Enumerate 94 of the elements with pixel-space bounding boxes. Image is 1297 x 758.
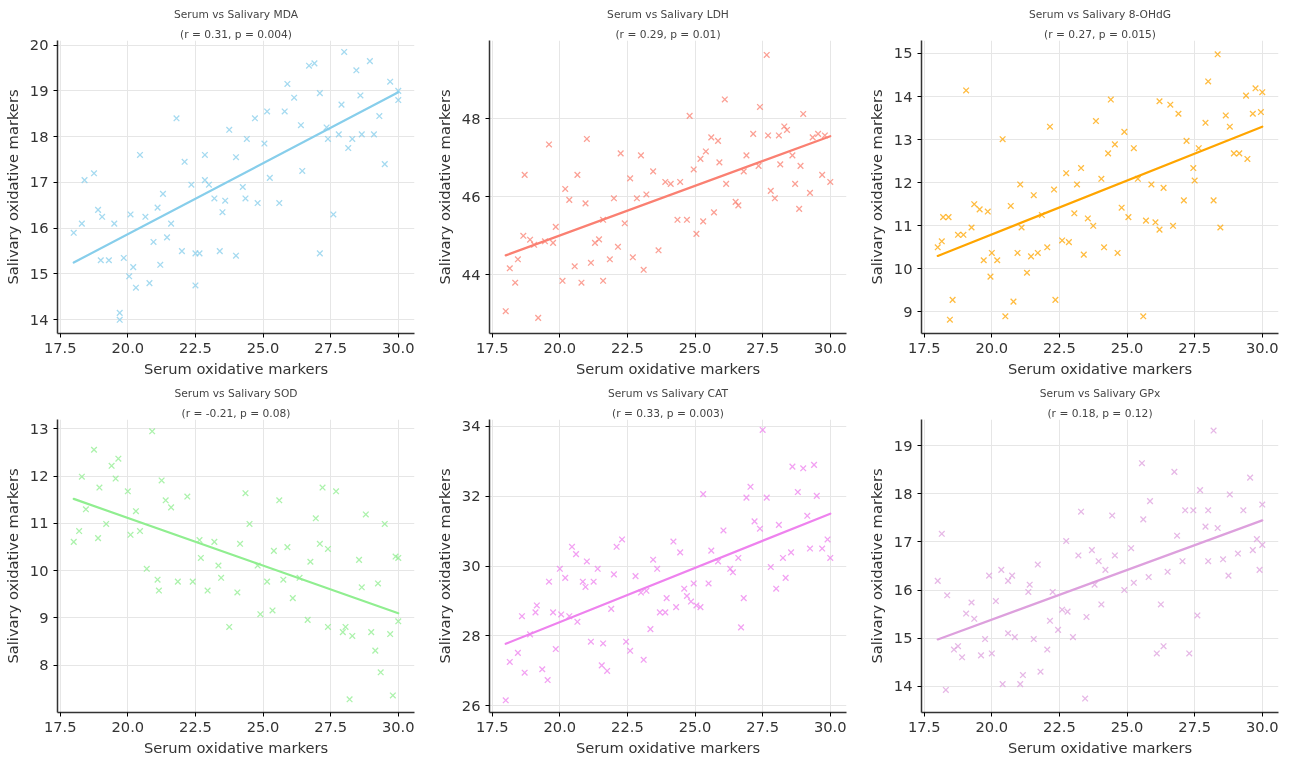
y-axis-title: Salivary oxidative markers	[867, 468, 885, 664]
x-tick-label: 17.5	[475, 338, 509, 356]
x-axis-title: Serum oxidative markers	[1007, 359, 1193, 377]
x-tick-label: 25.0	[678, 717, 712, 735]
x-tick-label: 30.0	[381, 338, 415, 356]
x-axis-title: Serum oxidative markers	[575, 738, 761, 756]
x-tick-label: 30.0	[381, 717, 415, 735]
y-tick-label: 17	[29, 173, 49, 191]
x-axis-title: Serum oxidative markers	[143, 359, 329, 377]
x-tick-label: 17.5	[43, 717, 77, 735]
x-tick-label: 22.5	[179, 717, 212, 735]
chart-title: Serum vs Salivary SOD	[174, 386, 298, 400]
y-tick-label: 44	[461, 265, 481, 283]
y-tick-label: 10	[893, 259, 913, 277]
y-tick-label: 30	[461, 557, 481, 574]
y-tick-label: 17	[893, 532, 913, 550]
y-tick-label: 34	[461, 417, 481, 435]
y-tick-label: 13	[29, 419, 49, 437]
chart-subtitle: (r = 0.27, p = 0.015)	[1044, 27, 1156, 41]
y-tick-label: 13	[893, 130, 913, 148]
x-axis-title: Serum oxidative markers	[575, 359, 761, 377]
x-tick-label: 25.0	[246, 338, 280, 356]
chart-title: Serum vs Salivary GPx	[1039, 386, 1161, 400]
y-tick-label: 16	[893, 581, 913, 599]
y-tick-label: 20	[29, 36, 49, 54]
chart-subtitle: (r = 0.29, p = 0.01)	[615, 27, 721, 41]
x-tick-label: 30.0	[813, 338, 847, 356]
x-tick-label: 22.5	[611, 717, 644, 735]
y-tick-label: 26	[461, 696, 481, 714]
chart-subtitle: (r = 0.33, p = 0.003)	[612, 406, 724, 420]
y-tick-label: 12	[893, 173, 913, 191]
chart-subtitle: (r = -0.21, p = 0.08)	[181, 406, 291, 420]
x-tick-label: 25.0	[1110, 717, 1144, 735]
x-tick-label: 17.5	[43, 338, 77, 356]
x-axis-title: Serum oxidative markers	[143, 738, 329, 756]
y-tick-label: 16	[29, 219, 49, 237]
y-axis-title: Salivary oxidative markers	[435, 468, 453, 664]
y-tick-label: 9	[39, 608, 49, 626]
x-tick-label: 20.0	[111, 338, 145, 356]
y-tick-label: 18	[29, 127, 49, 145]
y-axis-title: Salivary oxidative markers	[3, 468, 21, 664]
x-tick-label: 20.0	[975, 717, 1009, 735]
y-tick-label: 28	[461, 626, 481, 644]
y-tick-label: 19	[893, 436, 913, 454]
x-tick-label: 17.5	[475, 717, 509, 735]
y-axis-title: Salivary oxidative markers	[867, 89, 885, 285]
y-tick-label: 14	[893, 87, 913, 105]
x-tick-label: 30.0	[813, 717, 847, 735]
x-tick-label: 20.0	[111, 717, 145, 735]
x-tick-label: 25.0	[246, 717, 280, 735]
x-tick-label: 27.5	[1178, 717, 1211, 735]
y-tick-label: 10	[29, 561, 49, 579]
y-tick-label: 9	[903, 302, 913, 320]
y-tick-label: 18	[893, 484, 913, 502]
chart-title: Serum vs Salivary CAT	[608, 386, 729, 400]
x-tick-label: 22.5	[1043, 717, 1076, 735]
x-tick-label: 22.5	[179, 338, 212, 356]
y-tick-label: 19	[29, 81, 49, 99]
y-axis-title: Salivary oxidative markers	[3, 89, 21, 285]
x-tick-label: 22.5	[611, 338, 644, 356]
x-tick-label: 27.5	[314, 338, 347, 356]
y-tick-label: 12	[29, 467, 49, 485]
chart-title: Serum vs Salivary LDH	[607, 7, 729, 21]
x-tick-label: 25.0	[678, 338, 712, 356]
y-tick-label: 15	[893, 44, 913, 62]
y-tick-label: 32	[461, 487, 481, 505]
x-tick-label: 27.5	[746, 717, 779, 735]
x-tick-label: 25.0	[1110, 338, 1144, 356]
x-tick-label: 17.5	[907, 717, 941, 735]
y-axis-title: Salivary oxidative markers	[435, 89, 453, 285]
y-tick-label: 11	[893, 216, 913, 234]
x-axis-title: Serum oxidative markers	[1007, 738, 1193, 756]
x-tick-label: 20.0	[543, 338, 577, 356]
x-tick-label: 17.5	[907, 338, 941, 356]
x-tick-label: 30.0	[1245, 338, 1279, 356]
x-tick-label: 27.5	[746, 338, 779, 356]
x-tick-label: 20.0	[975, 338, 1009, 356]
y-tick-label: 46	[461, 187, 481, 205]
y-tick-label: 15	[29, 264, 49, 282]
x-tick-label: 22.5	[1043, 338, 1076, 356]
y-tick-label: 15	[893, 629, 913, 647]
y-tick-label: 14	[29, 310, 49, 328]
x-tick-label: 27.5	[1178, 338, 1211, 356]
chart-subtitle: (r = 0.18, p = 0.12)	[1047, 406, 1153, 420]
chart-subtitle: (r = 0.31, p = 0.004)	[180, 27, 292, 41]
y-tick-label: 48	[461, 109, 481, 127]
x-tick-label: 27.5	[314, 717, 347, 735]
chart-title: Serum vs Salivary 8-OHdG	[1029, 7, 1171, 21]
chart-title: Serum vs Salivary MDA	[173, 7, 299, 21]
x-tick-label: 30.0	[1245, 717, 1279, 735]
y-tick-label: 11	[29, 514, 49, 532]
y-tick-label: 8	[39, 656, 49, 674]
y-tick-label: 14	[893, 677, 913, 695]
x-tick-label: 20.0	[543, 717, 577, 735]
